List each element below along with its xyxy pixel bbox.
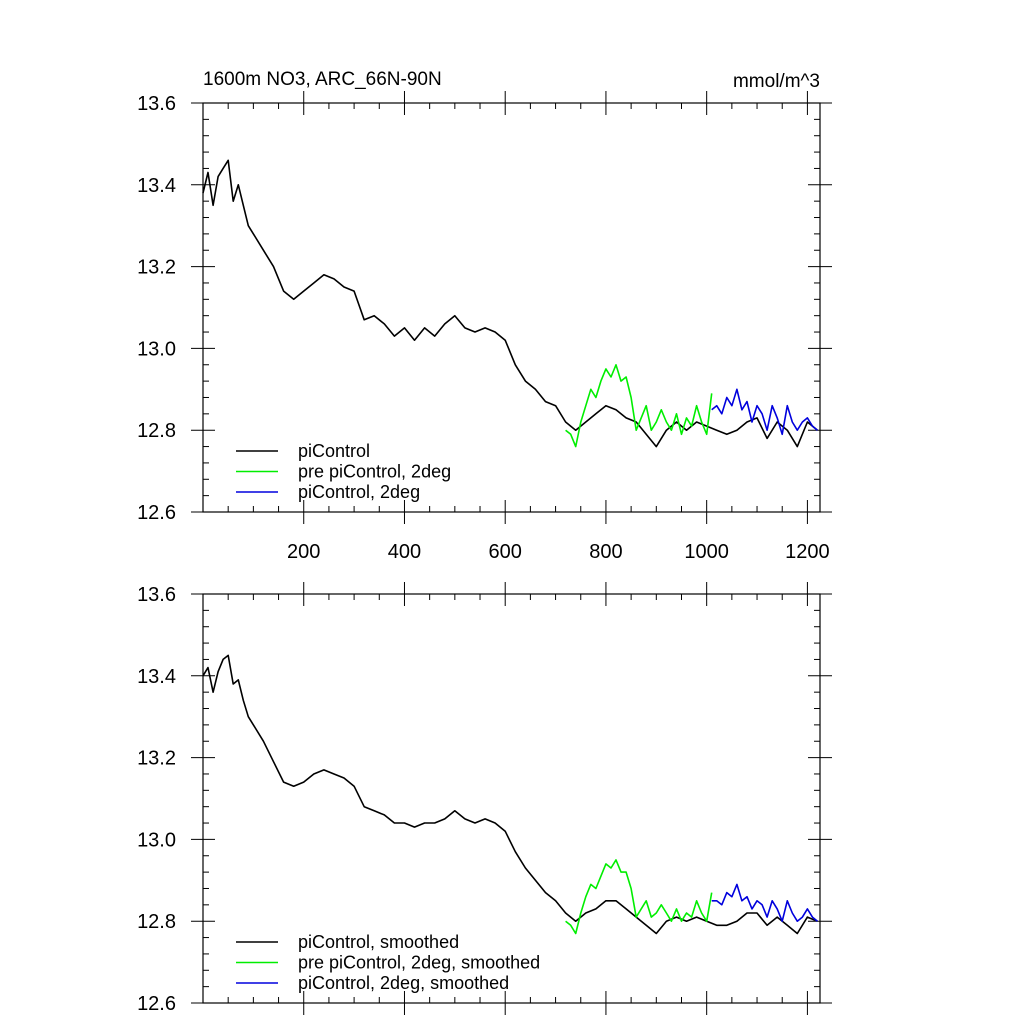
plot-frame — [202, 593, 821, 1004]
panel-bottom: 12.6 12.8 13.0 13.2 13.4 13.6 piControl, smoot… — [137, 582, 832, 1015]
y-tick-label: 12.8 — [137, 420, 176, 442]
y-tick-label: 13.4 — [137, 666, 176, 688]
legend-label: piControl — [298, 441, 370, 461]
legend-label: pre piControl, 2deg, smoothed — [298, 953, 540, 973]
y-tick-label: 12.6 — [137, 502, 176, 524]
legend-label: piControl, 2deg, smoothed — [298, 973, 509, 993]
y-tick-label: 12.6 — [137, 993, 176, 1015]
x-tick-label: 1200 — [785, 541, 830, 563]
title-left: 1600m NO3, ARC_66N-90N — [203, 69, 442, 90]
series-line — [565, 363, 713, 448]
panel-top: 200 400 600 800 1000 1200 12.6 12.8 13.0 13.2 13.4… — [137, 91, 832, 563]
series-line — [711, 883, 819, 923]
legend-label: piControl, 2deg — [298, 482, 420, 502]
y-tick-label: 13.6 — [137, 584, 176, 606]
y-tick-label: 13.2 — [137, 257, 176, 279]
x-tick-label: 200 — [287, 541, 320, 563]
title-right: mmol/m^3 — [733, 71, 820, 92]
y-tick-label: 13.2 — [137, 748, 176, 770]
legend-label: pre piControl, 2deg — [298, 462, 451, 482]
y-tick-label: 12.8 — [137, 911, 176, 933]
y-tick-label: 13.4 — [137, 175, 176, 197]
series-line — [202, 159, 819, 448]
y-tick-label: 13.0 — [137, 338, 176, 360]
x-tick-label: 600 — [489, 541, 522, 563]
series-line — [711, 388, 819, 436]
y-tick-label: 13.0 — [137, 829, 176, 851]
plot-frame — [202, 102, 821, 513]
series-line — [202, 654, 818, 935]
x-tick-label: 800 — [589, 541, 622, 563]
legend-label: piControl, smoothed — [298, 932, 459, 952]
y-tick-label: 13.6 — [137, 93, 176, 115]
x-tick-label: 400 — [388, 541, 421, 563]
x-tick-label: 1000 — [684, 541, 729, 563]
series-line — [565, 859, 713, 935]
